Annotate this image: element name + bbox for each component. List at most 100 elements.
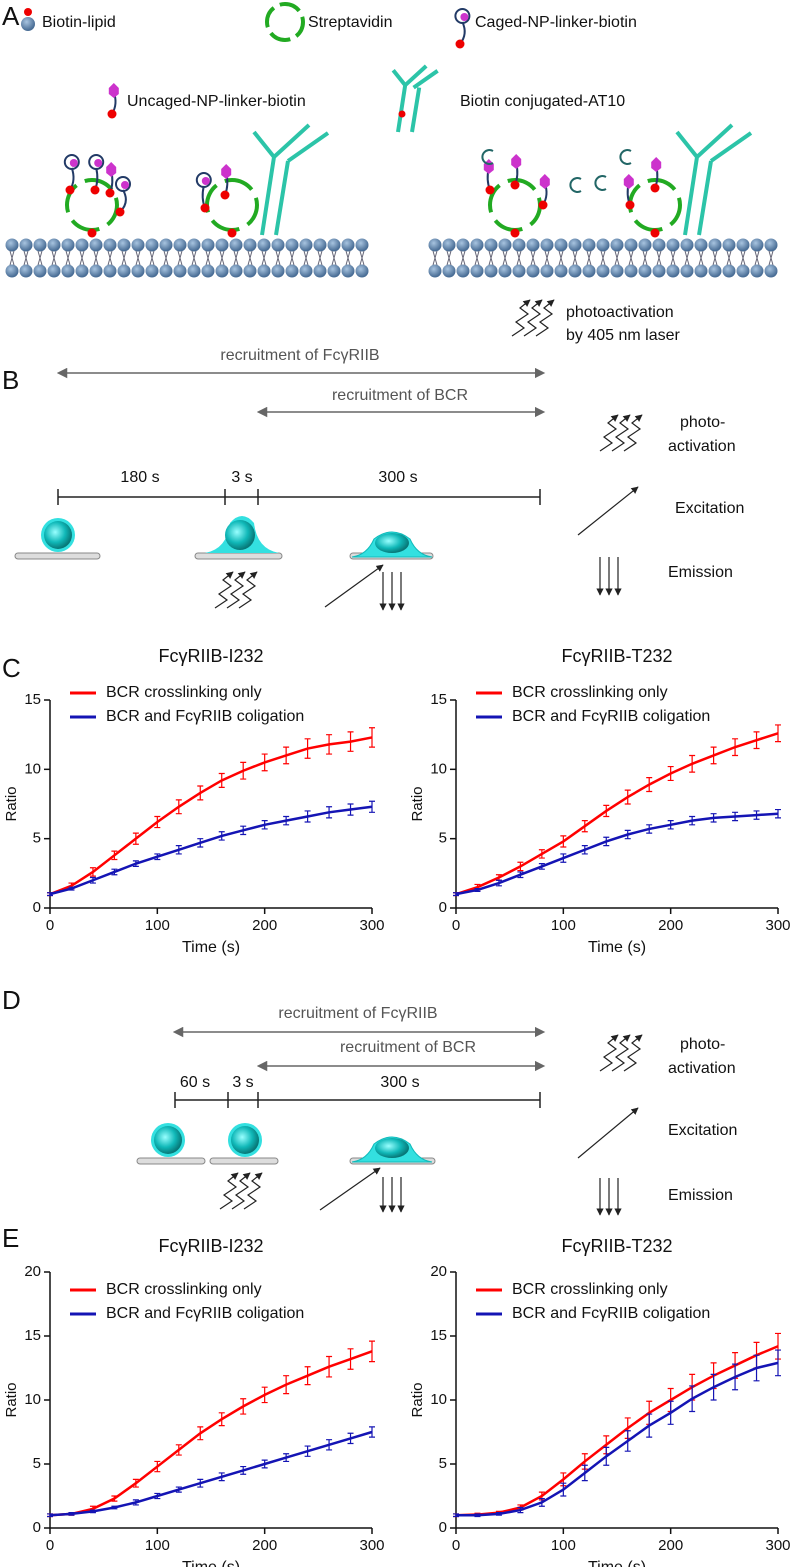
lipid-tail	[558, 250, 564, 266]
lipid-tail	[432, 250, 438, 266]
legend-label: BCR and FcγRIIB coligation	[106, 708, 304, 725]
y-tick-label: 0	[33, 899, 41, 916]
lipid-tail	[642, 250, 648, 266]
key-label: activation	[668, 1060, 736, 1077]
lipid-tail	[474, 250, 480, 266]
panel-label: A	[2, 1, 20, 31]
dot	[87, 228, 97, 238]
photo-arrow	[511, 299, 531, 337]
lipid-head	[652, 264, 666, 278]
arrow	[577, 1107, 639, 1159]
lipid-head	[456, 264, 470, 278]
y-tick-label: 5	[439, 1455, 447, 1472]
lipid-head	[33, 264, 47, 278]
lipid-head	[173, 238, 187, 252]
dot	[220, 190, 230, 200]
dot	[107, 109, 117, 119]
dot	[485, 185, 495, 195]
y-tick-label: 0	[439, 1519, 447, 1536]
key-label: Excitation	[668, 1122, 737, 1139]
lipid-head	[201, 238, 215, 252]
lipid-tail	[289, 250, 295, 266]
lipid-head	[117, 238, 131, 252]
lipid-head	[5, 238, 19, 252]
photo-arrow	[214, 571, 234, 609]
antibody	[391, 64, 439, 133]
lipid-head	[680, 238, 694, 252]
lipid-tail	[149, 250, 155, 266]
dot	[201, 177, 210, 185]
series-line	[49, 805, 373, 896]
lipid-head	[19, 238, 33, 252]
lipid-tail	[177, 250, 183, 266]
lipid-tail	[163, 250, 169, 266]
series-line	[49, 1350, 373, 1517]
arrow	[577, 486, 639, 536]
lipid-head	[145, 238, 159, 252]
lipid-head	[75, 264, 89, 278]
lipid-tail	[205, 250, 211, 266]
lipid-head	[568, 264, 582, 278]
lipid-head	[526, 264, 540, 278]
lipid-tail	[121, 250, 127, 266]
dot	[105, 188, 115, 198]
x-axis-label: Time (s)	[588, 939, 646, 956]
lipid-tail	[233, 250, 239, 266]
dot	[90, 185, 100, 195]
lipid-head	[456, 238, 470, 252]
chart-title: FcγRIIB-T232	[561, 646, 672, 666]
legend-label: BCR crosslinking only	[106, 684, 262, 701]
lipid-tail	[9, 250, 15, 266]
lipid-tail	[93, 250, 99, 266]
lipid-tail	[51, 250, 57, 266]
lipid-head	[652, 238, 666, 252]
photo-arrow	[243, 1172, 263, 1210]
lipid-head	[666, 264, 680, 278]
np	[106, 162, 117, 177]
lipid-head	[554, 264, 568, 278]
lipid-head	[498, 238, 512, 252]
cage	[88, 154, 105, 170]
lipid-head	[638, 238, 652, 252]
lipid-head	[5, 264, 19, 278]
cage-fragment	[569, 177, 582, 193]
lipid-head	[89, 264, 103, 278]
photo-arrow	[219, 1172, 239, 1210]
np	[511, 154, 522, 169]
legend-label: BCR and FcγRIIB coligation	[512, 708, 710, 725]
arrow	[324, 564, 384, 608]
dot	[510, 228, 520, 238]
y-axis-label: Ratio	[3, 1382, 20, 1417]
photo-arrow	[523, 299, 543, 337]
nucleus	[231, 1126, 259, 1154]
x-tick-label: 200	[658, 1537, 683, 1554]
np	[539, 174, 550, 189]
lipid-head	[61, 238, 75, 252]
lipid-head	[131, 264, 145, 278]
lipid-head	[694, 238, 708, 252]
key-label: Emission	[668, 564, 733, 581]
np	[651, 157, 662, 172]
series-line	[455, 732, 779, 896]
nucleus	[44, 521, 72, 549]
x-tick-label: 100	[145, 1537, 170, 1554]
nucleus	[225, 520, 255, 550]
dot	[94, 159, 103, 167]
x-tick-label: 200	[658, 917, 683, 934]
lipid-head	[21, 17, 35, 31]
substrate	[194, 552, 283, 560]
lipid-head	[201, 264, 215, 278]
cage	[454, 8, 471, 24]
lipid-head	[75, 238, 89, 252]
panel-label: D	[2, 985, 21, 1015]
y-tick-label: 10	[24, 760, 41, 777]
lipid-tail	[79, 250, 85, 266]
y-tick-label: 10	[430, 1391, 447, 1408]
cage-fragment	[619, 149, 632, 165]
key-label: Excitation	[675, 500, 744, 517]
np	[623, 174, 634, 189]
lipid-head	[103, 238, 117, 252]
y-tick-label: 5	[439, 830, 447, 847]
dot	[227, 228, 237, 238]
